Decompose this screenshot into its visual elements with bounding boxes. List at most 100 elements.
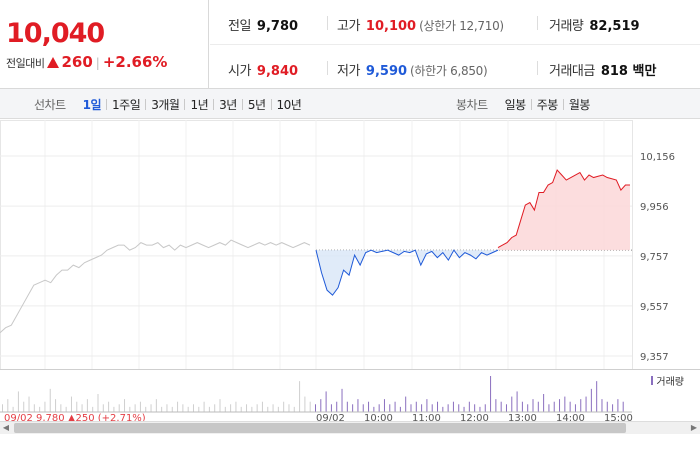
volume-legend-label: 거래량 <box>656 377 684 388</box>
volume-bar <box>341 388 343 412</box>
stat-divider <box>327 61 328 75</box>
volume-bar <box>463 406 465 412</box>
volume-bar <box>171 406 173 412</box>
x-tick-label: 12:00 <box>460 413 489 423</box>
volume-bar <box>532 399 534 412</box>
stat-low: 저가 9,590 (하한가 6,850) <box>337 60 488 79</box>
volume-bar <box>267 406 269 412</box>
volume-bar <box>325 391 327 412</box>
tab-line-period-4[interactable]: 3년 <box>219 97 237 112</box>
volume-bar <box>161 406 163 412</box>
tab-line-period-5[interactable]: 5년 <box>247 97 266 112</box>
volume-bar <box>81 404 83 412</box>
volume-bar <box>155 399 157 412</box>
volume-bar <box>12 406 14 412</box>
open-label: 시가 <box>228 64 251 79</box>
volume-bar <box>346 401 348 412</box>
prev-day-line <box>0 239 311 334</box>
volume-bar <box>564 396 566 412</box>
volume-chart-svg <box>0 376 632 413</box>
tab-separator <box>184 98 186 110</box>
tab-line-period-0[interactable]: 1일 <box>82 97 102 112</box>
y-tick-label: 9,757 <box>640 252 669 263</box>
tab-line-period-3[interactable]: 1년 <box>190 97 209 112</box>
volume-bar <box>70 396 72 412</box>
volume-bar <box>309 401 311 412</box>
volume-bar <box>559 399 561 412</box>
stat-divider <box>537 61 538 75</box>
volume-bar <box>527 404 529 412</box>
x-tick-label: 10:00 <box>364 413 393 423</box>
scroll-left-button[interactable]: ◀ <box>2 423 10 432</box>
volume-bar <box>304 396 306 412</box>
prev-close-label: 전일 <box>228 19 251 34</box>
up-arrow-icon <box>47 57 60 68</box>
volume-legend: 거래량 <box>651 373 684 388</box>
quote-header: 10,040 전일대비 260 | +2.66% 전일 9,780 시가 9,840 고가… <box>0 0 700 89</box>
tab-candle-period-1[interactable]: 주봉 <box>536 97 559 112</box>
volume-bar <box>543 394 545 412</box>
volume-bar <box>288 404 290 412</box>
tab-line-period-6[interactable]: 10년 <box>276 97 302 112</box>
volume-bar <box>596 381 598 412</box>
volume-bar <box>129 406 131 412</box>
volume-bar <box>606 401 608 412</box>
x-tick-label: 11:00 <box>412 413 441 423</box>
volume-bar <box>368 401 370 412</box>
volume-bar <box>198 406 200 412</box>
change-amount: 260 <box>61 53 93 71</box>
low-label: 저가 <box>337 64 360 79</box>
candle-chart-tabs: 봉차트 일봉 주봉 월봉 <box>456 89 595 119</box>
tab-line-period-2[interactable]: 3개월 <box>151 97 180 112</box>
volume-bar <box>60 404 62 412</box>
stat-divider <box>537 16 538 30</box>
scroll-right-button[interactable]: ▶ <box>690 423 698 432</box>
volume-bar <box>124 399 126 412</box>
volume-bar <box>277 406 279 412</box>
volume-bar <box>490 376 492 412</box>
volume-bar <box>17 391 19 412</box>
volume-bar <box>468 401 470 412</box>
volume-bar <box>410 404 412 412</box>
volume-bar <box>214 404 216 412</box>
line-chart-tabs: 선차트 1일 1주일 3개월 1년 3년 5년 10년 <box>34 89 306 119</box>
volume-bar <box>182 404 184 412</box>
volume-bar <box>320 399 322 412</box>
stat-volume: 거래량 82,519 <box>549 15 640 34</box>
tab-line-period-1[interactable]: 1주일 <box>112 97 141 112</box>
volume-bar <box>102 404 104 412</box>
up-line <box>497 169 630 249</box>
volume-bar <box>92 406 94 412</box>
change-row: 전일대비 260 | +2.66% <box>6 53 167 71</box>
stat-high: 고가 10,100 (상한가 12,710) <box>337 15 504 34</box>
high-value: 10,100 <box>365 19 417 34</box>
volume-bar <box>548 404 550 412</box>
volume-bar <box>362 404 364 412</box>
volume-bar <box>65 406 67 412</box>
volume-bar <box>590 388 592 412</box>
volume-bar <box>145 406 147 412</box>
volume-bar <box>23 401 25 412</box>
volume-bar <box>118 404 120 412</box>
chart-scrollbar[interactable]: ◀ ▶ <box>0 421 700 434</box>
volume-bar <box>246 404 248 412</box>
tab-candle-period-0[interactable]: 일봉 <box>504 97 527 112</box>
volume-bar <box>283 401 285 412</box>
scroll-thumb[interactable] <box>14 423 626 433</box>
volume-bar <box>437 401 439 412</box>
volume-bar <box>86 399 88 412</box>
y-tick-label: 9,357 <box>640 352 669 363</box>
volume-bar <box>251 406 253 412</box>
volume-bar <box>399 406 401 412</box>
volume-bar <box>458 404 460 412</box>
volume-bar <box>500 401 502 412</box>
tab-separator <box>145 98 147 110</box>
volume-bar <box>187 406 189 412</box>
volume-bar <box>230 404 232 412</box>
x-tick-label: 13:00 <box>508 413 537 423</box>
candle-chart-label: 봉차트 <box>456 97 488 112</box>
change-label: 전일대비 <box>6 57 45 70</box>
tab-candle-period-2[interactable]: 월봉 <box>568 97 591 112</box>
volume-bar <box>235 401 237 412</box>
price-box: 10,040 전일대비 260 | +2.66% <box>0 0 209 89</box>
